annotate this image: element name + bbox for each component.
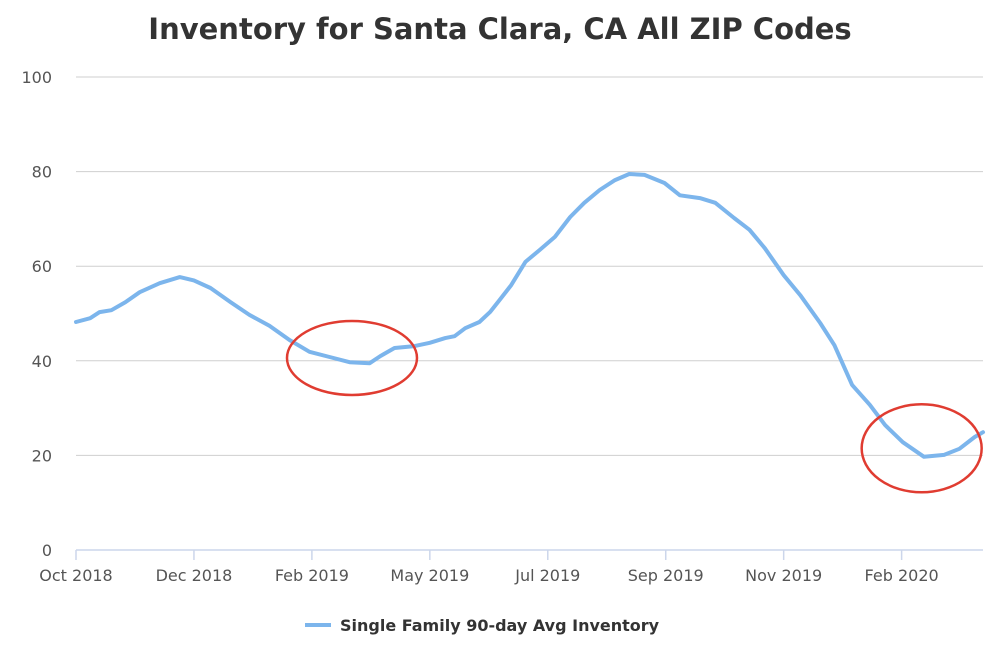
x-tick-label: Feb 2020 <box>865 566 939 585</box>
chart-title: Inventory for Santa Clara, CA All ZIP Co… <box>148 12 851 46</box>
legend-label[interactable]: Single Family 90-day Avg Inventory <box>340 616 660 635</box>
x-tick-label: May 2019 <box>390 566 469 585</box>
y-tick-label: 60 <box>32 257 52 276</box>
x-tick-label: Feb 2019 <box>275 566 349 585</box>
x-tick-label: Jul 2019 <box>514 566 580 585</box>
y-tick-label: 0 <box>42 541 52 560</box>
series-line <box>74 172 985 459</box>
highlight-circle <box>860 403 983 494</box>
highlight-circle <box>285 319 419 397</box>
y-tick-label: 100 <box>21 68 52 87</box>
x-tick-label: Sep 2019 <box>628 566 704 585</box>
y-tick-label: 40 <box>32 352 52 371</box>
y-tick-label: 80 <box>32 163 52 182</box>
legend[interactable]: Single Family 90-day Avg Inventory <box>305 616 660 635</box>
x-tick-label: Nov 2019 <box>745 566 822 585</box>
x-tick-label: Oct 2018 <box>39 566 112 585</box>
y-tick-label: 20 <box>32 446 52 465</box>
x-tick-label: Dec 2018 <box>156 566 233 585</box>
